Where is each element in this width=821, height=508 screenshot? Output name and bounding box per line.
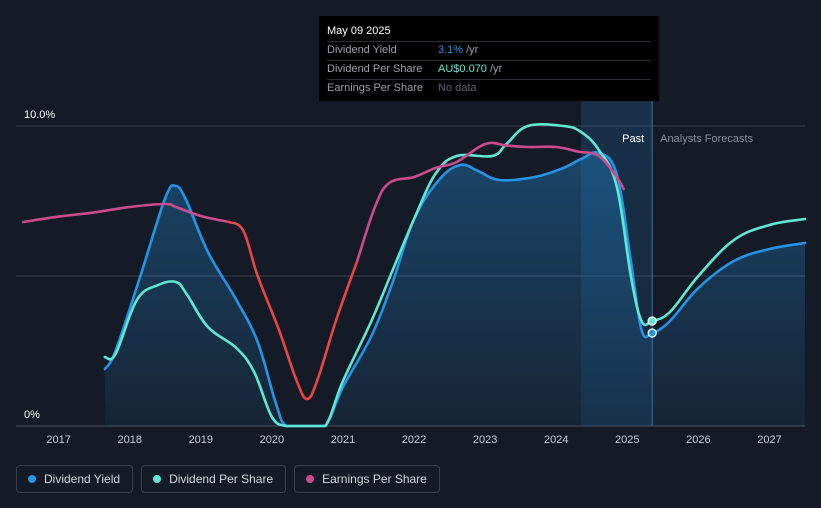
- y-tick-label: 10.0%: [24, 109, 55, 121]
- x-axis-labels: 2017 2018 2019 2020 2021 2022 2023 2024 2025 2026…: [46, 434, 781, 446]
- earnings-per-share-line: [227, 220, 359, 401]
- legend-label: Dividend Per Share: [169, 472, 274, 486]
- tooltip-unit: /yr: [489, 63, 503, 75]
- x-tick-label: 2023: [473, 434, 497, 446]
- x-tick-label: 2018: [117, 434, 141, 446]
- legend-label: Dividend Yield: [44, 472, 121, 486]
- dividend-per-share-line: [103, 122, 807, 428]
- tooltip-value: No data: [438, 82, 477, 94]
- x-tick-label: 2027: [757, 434, 781, 446]
- legend-dot-icon: [306, 475, 315, 483]
- tooltip-label: Dividend Yield: [327, 44, 397, 56]
- dividend-yield-area: [104, 152, 806, 426]
- past-label: Past: [622, 133, 644, 145]
- tooltip-date: May 09 2025: [327, 24, 651, 42]
- series-fills: [104, 152, 806, 426]
- x-tick-label: 2025: [615, 434, 639, 446]
- tooltip-row-dividend-yield: Dividend Yield 3.1% /yr: [327, 42, 651, 61]
- tooltip: May 09 2025 Dividend Yield 3.1% /yr Divi…: [319, 16, 659, 101]
- y-tick-label: 0%: [24, 409, 40, 421]
- legend-item-dividend-yield[interactable]: Dividend Yield: [16, 465, 134, 493]
- tooltip-unit: /yr: [466, 44, 479, 56]
- tooltip-label: Earnings Per Share: [327, 82, 423, 94]
- dividend-yield-marker: [647, 328, 657, 338]
- x-tick-label: 2026: [686, 434, 710, 446]
- x-tick-label: 2020: [260, 434, 284, 446]
- y-axis-labels: 10.0% 0%: [24, 109, 55, 421]
- tooltip-row-dividend-per-share: Dividend Per Share AU$0.070 /yr: [327, 61, 651, 80]
- earnings-per-share-line: [355, 141, 626, 263]
- tooltip-value: 3.1%: [438, 44, 464, 56]
- legend-dot-icon: [28, 475, 36, 483]
- legend-item-dividend-per-share[interactable]: Dividend Per Share: [141, 465, 287, 493]
- earnings-per-share-line: [21, 202, 231, 224]
- forecast-label: Analysts Forecasts: [660, 133, 753, 145]
- tooltip-label: Dividend Per Share: [327, 63, 423, 75]
- tooltip-value: AU$0.070: [438, 63, 487, 75]
- legend-dot-icon: [153, 475, 162, 483]
- legend-label: Earnings Per Share: [322, 472, 427, 486]
- series-lines: [21, 122, 807, 428]
- legend-item-earnings-per-share[interactable]: Earnings Per Share: [294, 465, 440, 493]
- x-tick-label: 2021: [331, 434, 355, 446]
- tooltip-row-earnings-per-share: Earnings Per Share No data: [327, 80, 651, 98]
- x-tick-label: 2022: [402, 434, 426, 446]
- current-markers: [647, 316, 657, 338]
- dividend-chart: 10.0% 0% 2017 2018 2019 2020 2021 2022 2023 2024…: [16, 100, 807, 446]
- x-tick-label: 2019: [189, 434, 213, 446]
- dividend-per-share-marker: [647, 316, 657, 326]
- x-tick-label: 2024: [544, 434, 568, 446]
- x-tick-label: 2017: [46, 434, 70, 446]
- legend: Dividend Yield Dividend Per Share Earnin…: [16, 465, 440, 493]
